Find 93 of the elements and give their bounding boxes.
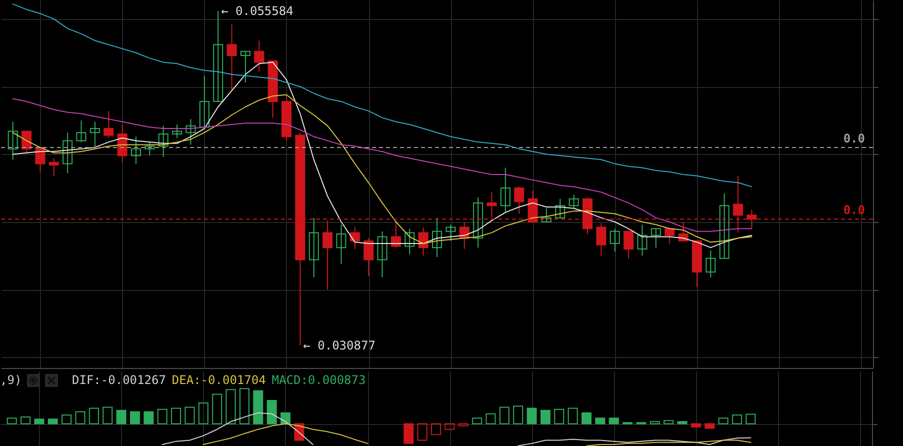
bar <box>62 414 72 424</box>
candlestick <box>500 167 510 213</box>
candlestick <box>186 118 196 146</box>
bar <box>48 418 58 424</box>
bar <box>266 400 277 424</box>
bar <box>157 408 168 424</box>
candlestick <box>240 50 250 84</box>
candlestick <box>144 142 155 156</box>
bar <box>690 423 701 428</box>
ref-line-label: 0.0 <box>843 203 865 218</box>
bar <box>650 421 660 424</box>
candlestick <box>446 224 456 242</box>
bar <box>540 410 550 424</box>
text: ,9) <box>0 373 22 387</box>
candlestick <box>596 222 606 256</box>
bar <box>253 390 264 424</box>
bar <box>513 406 524 424</box>
bar <box>472 418 482 424</box>
bar <box>184 406 195 424</box>
candlestick <box>514 186 524 214</box>
candlestick <box>664 228 675 244</box>
bar <box>704 423 715 429</box>
candlestick <box>377 230 388 278</box>
bar <box>171 408 182 424</box>
bar <box>198 402 208 424</box>
bar <box>239 388 250 424</box>
bar <box>526 408 537 424</box>
candlestick <box>308 217 319 278</box>
bar <box>554 408 564 424</box>
bar <box>499 406 510 424</box>
annotation: ← 0.055584 <box>221 4 294 18</box>
candlestick <box>213 10 224 102</box>
bar <box>144 411 154 424</box>
candlestick <box>404 228 415 255</box>
candlestick <box>568 194 579 209</box>
candlestick <box>418 226 428 256</box>
candlestick <box>624 230 634 259</box>
bar <box>130 411 140 424</box>
bar <box>431 423 441 436</box>
bar <box>212 394 222 424</box>
candlestick <box>76 120 86 143</box>
candlestick <box>650 228 661 248</box>
bar <box>102 406 113 424</box>
candlestick <box>336 224 346 264</box>
candlestick <box>719 192 730 259</box>
candlestick <box>62 132 73 174</box>
bar <box>486 413 496 424</box>
bar <box>732 414 742 424</box>
bar <box>595 418 606 424</box>
candlestick <box>473 197 484 248</box>
candlestick <box>8 121 18 160</box>
bar <box>608 418 619 424</box>
bar <box>20 416 31 424</box>
text: DIF:-0.001267 <box>72 373 166 387</box>
bar <box>458 423 468 426</box>
series-label: MACD:0.000873 <box>272 373 366 387</box>
bar <box>75 411 86 424</box>
bar <box>6 418 17 424</box>
candlestick <box>254 40 264 72</box>
candlestick <box>104 110 114 138</box>
bar <box>664 420 674 424</box>
bar <box>718 418 728 424</box>
bar <box>582 412 592 424</box>
text: DEA:-0.001704 <box>172 373 266 387</box>
bar <box>88 408 99 424</box>
ref-line-label: 0.0 <box>843 131 865 146</box>
candlestick <box>172 124 182 138</box>
bar <box>417 423 428 441</box>
candlestick <box>22 130 32 154</box>
candlestick <box>48 158 59 176</box>
bar <box>226 389 236 424</box>
candlestick <box>350 226 360 250</box>
bar <box>677 421 688 424</box>
candlestick <box>226 24 237 92</box>
candlestick <box>432 217 442 258</box>
candlestick <box>322 220 333 290</box>
candlestick <box>637 224 648 256</box>
bar <box>34 418 44 424</box>
candlestick <box>706 250 716 278</box>
candlestick <box>610 228 620 252</box>
bar <box>116 410 126 424</box>
candlestick <box>541 208 552 222</box>
annotation: ← 0.030877 <box>303 338 376 352</box>
candlestick <box>555 198 566 218</box>
bar <box>746 414 756 424</box>
bar <box>444 423 455 430</box>
candlestick <box>199 75 210 128</box>
bar <box>404 423 414 444</box>
candlestick <box>130 136 141 164</box>
candlestick <box>90 121 100 148</box>
candlestick <box>158 125 168 158</box>
bar <box>568 408 578 424</box>
candlestick <box>364 238 374 276</box>
